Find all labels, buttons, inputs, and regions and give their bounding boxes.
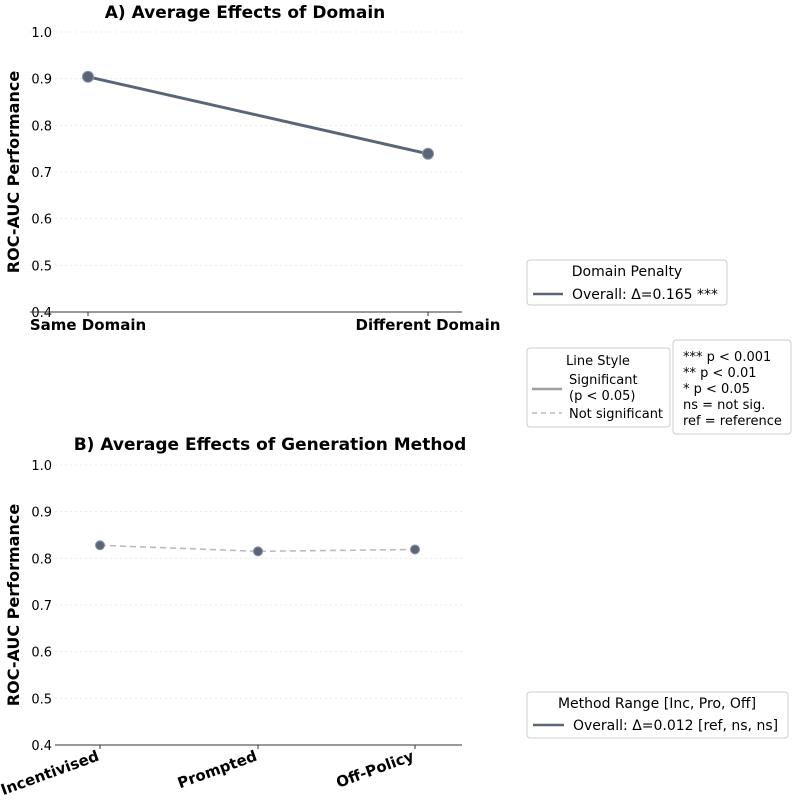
panel-a-xticks: Same Domain Different Domain [30,312,501,334]
panel-a: A) Average Effects of Domain ROC-AUC Per… [4,3,500,334]
panel-b-ytick-label: 0.8 [31,552,52,567]
panel-b-category-label: Off-Policy [334,747,417,792]
panel-b-ytick-label: 0.4 [31,739,52,754]
panel-b: B) Average Effects of Generation Method … [0,435,466,799]
panel-a-ytick-label: 0.5 [31,259,52,274]
panel-a-ytick-label: 1.0 [31,26,52,41]
panel-b-category-label: Prompted [175,747,259,792]
legend-domain-penalty-title: Domain Penalty [572,264,682,280]
panel-a-grid [30,31,462,266]
panel-a-ytick-label: 0.7 [31,166,52,181]
significance-line-2: ** p < 0.01 [683,366,757,381]
panel-b-ytick-label: 0.6 [31,646,52,661]
panel-a-title: A) Average Effects of Domain [105,3,386,23]
legend-significant-sublabel: (p < 0.05) [569,389,636,404]
panel-b-data-point [253,546,263,557]
legend-significance-box [672,339,792,435]
significance-line-5: ref = reference [683,414,782,429]
legend-method-range: Method Range [Inc, Pro, Off] Overall: Δ=… [526,691,789,739]
panel-a-series-line [87,75,429,156]
legend-domain-penalty: Domain Penalty Overall: Δ=0.165 *** [526,259,728,306]
panel-b-data-point [95,540,105,551]
legend-line-style-box [526,347,671,428]
panel-b-ytick-label: 0.9 [31,506,52,521]
panel-a-ytick-label: 0.9 [31,73,52,88]
significance-line-1: *** p < 0.001 [683,350,771,365]
panel-a-category-label: Different Domain [356,316,501,334]
legend-not-significant-label: Not significant [569,407,663,422]
legend-method-range-box [526,691,789,739]
panel-b-xticks: Incentivised Prompted Off-Policy [0,745,417,799]
panel-b-title: B) Average Effects of Generation Method [74,435,467,455]
panel-b-series [95,540,420,557]
panel-b-yticks: 0.4 0.5 0.6 0.7 0.8 0.9 1.0 [31,459,52,754]
legend-line-style-title: Line Style [566,354,630,369]
panel-a-ylabel: ROC-AUC Performance [4,71,23,274]
legend-line-style: Line Style Significant (p < 0.05) Not si… [526,347,671,428]
panel-b-ytick-label: 0.5 [31,692,52,707]
legend-method-range-title: Method Range [Inc, Pro, Off] [558,696,756,712]
significance-line-3: * p < 0.05 [683,382,750,397]
legend-domain-penalty-entry: Overall: Δ=0.165 *** [572,287,718,303]
panel-a-category-label: Same Domain [30,316,146,334]
panel-a-data-point [422,147,434,160]
panel-a-yticks: 0.4 0.5 0.6 0.7 0.8 0.9 1.0 [31,26,52,321]
panel-a-ytick-label: 0.8 [31,119,52,134]
legend-domain-penalty-box [526,259,728,306]
significance-line-4: ns = not sig. [683,398,765,413]
panel-b-series-line [99,544,416,553]
panel-b-ylabel: ROC-AUC Performance [4,504,23,707]
legend-significant-label: Significant [569,373,638,388]
panel-b-category-label: Incentivised [0,747,101,799]
legend-significance: *** p < 0.001 ** p < 0.01 * p < 0.05 ns … [672,339,792,435]
panel-a-ytick-label: 0.6 [31,213,52,228]
panel-b-ytick-label: 1.0 [31,459,52,474]
panel-b-ytick-label: 0.7 [31,599,52,614]
legend-method-range-entry: Overall: Δ=0.012 [ref, ns, ns] [573,718,778,734]
panel-a-data-point [82,70,94,83]
panel-b-data-point [410,544,420,555]
panel-b-grid [55,464,462,699]
panel-a-series [82,70,434,160]
panel-a-ytick-label: 0.4 [31,306,52,321]
